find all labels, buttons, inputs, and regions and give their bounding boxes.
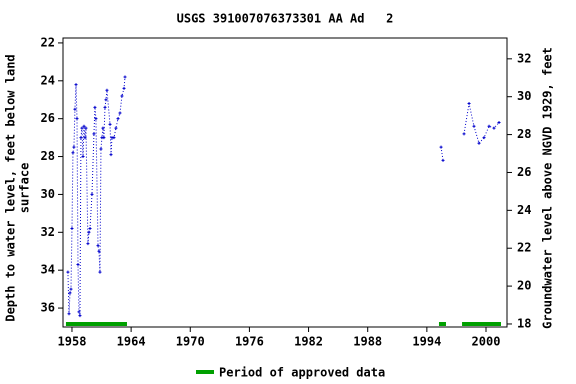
approved-period [462, 322, 501, 326]
data-point [86, 242, 90, 246]
data-point [90, 192, 94, 196]
data-point [71, 151, 75, 155]
data-point [492, 126, 496, 130]
data-point [487, 124, 491, 128]
data-point [467, 102, 471, 106]
data-point [82, 124, 86, 128]
data-point [97, 249, 101, 253]
y2-tick-label: 20 [517, 279, 531, 293]
y-tick-label: 30 [41, 187, 55, 201]
data-point [441, 158, 445, 162]
y-tick-label: 22 [41, 35, 55, 49]
data-point [103, 105, 107, 109]
data-point [439, 145, 443, 149]
data-point [120, 94, 124, 98]
y-tick-label: 24 [41, 73, 55, 87]
data-point [77, 310, 81, 314]
y2-tick-label: 22 [517, 241, 531, 255]
y2-tick-label: 30 [517, 89, 531, 103]
data-point [98, 270, 102, 274]
data-point [75, 117, 79, 121]
data-point [114, 126, 118, 130]
data-point [104, 98, 108, 102]
y-tick-label: 26 [41, 111, 55, 125]
data-point [74, 83, 78, 87]
x-tick-label: 2000 [472, 335, 501, 349]
chart-title: USGS 391007076373301 AA Ad 2 [177, 12, 394, 26]
data-point [94, 117, 98, 121]
y-tick-label: 36 [41, 301, 55, 315]
y2-axis-label: Groundwater level above NGVD 1929, feet [541, 47, 555, 329]
x-tick-label: 1964 [117, 335, 146, 349]
data-point [108, 122, 112, 126]
data-point [69, 287, 73, 291]
data-point [96, 244, 100, 248]
y2-tick-label: 18 [517, 316, 531, 330]
x-tick-label: 1994 [412, 335, 441, 349]
approved-period [438, 322, 446, 326]
data-point [482, 136, 486, 140]
data-point [72, 145, 76, 149]
y-tick-label: 34 [41, 263, 55, 277]
data-point [68, 291, 72, 295]
data-point [102, 136, 106, 140]
data-point [497, 120, 501, 124]
data-point [109, 153, 113, 157]
data-point [118, 111, 122, 115]
x-tick-label: 1976 [235, 335, 264, 349]
x-tick-label: 1970 [176, 335, 205, 349]
data-point [83, 136, 87, 140]
data-point [66, 270, 70, 274]
x-tick-label: 1982 [294, 335, 323, 349]
data-point [122, 86, 126, 90]
data-point [105, 88, 109, 92]
y-tick-label: 32 [41, 225, 55, 239]
data-point [112, 136, 116, 140]
y2-tick-label: 28 [517, 127, 531, 141]
data-point [80, 126, 84, 130]
x-tick-label: 1958 [58, 335, 87, 349]
legend-label: Period of approved data [219, 366, 385, 380]
x-tick-label: 1988 [353, 335, 382, 349]
approved-period [65, 322, 127, 326]
data-point [92, 132, 96, 136]
y2-tick-label: 32 [517, 51, 531, 65]
data-point [81, 155, 85, 159]
data-point [73, 107, 77, 111]
data-point [101, 126, 105, 130]
data-line [67, 76, 500, 316]
data-point [99, 147, 103, 151]
data-point [70, 227, 74, 231]
y2-tick-label: 24 [517, 203, 531, 217]
data-point [116, 117, 120, 121]
data-point [79, 136, 83, 140]
y-axis-label: Depth to water level, feet below land [4, 54, 18, 321]
y-tick-label: 28 [41, 149, 55, 163]
data-point [87, 230, 91, 234]
plot-frame [62, 37, 508, 328]
y-axis-label: surface [18, 163, 32, 214]
data-point [123, 75, 127, 79]
y2-tick-label: 26 [517, 165, 531, 179]
data-point [78, 314, 82, 318]
data-point [84, 126, 88, 130]
data-point [88, 227, 92, 231]
data-point [462, 132, 466, 136]
data-point [477, 141, 481, 145]
data-point [76, 263, 80, 267]
data-point [472, 124, 476, 128]
data-point [93, 105, 97, 109]
data-point [67, 312, 71, 316]
